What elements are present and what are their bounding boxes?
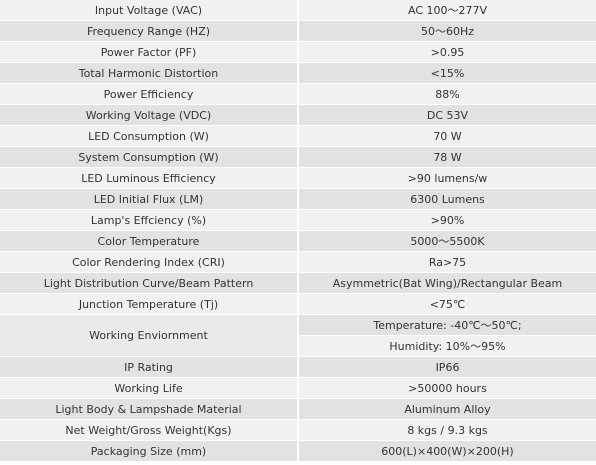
spec-label: LED Consumption (W) [0,126,299,147]
spec-row-light-distribution: Light Distribution Curve/Beam Pattern As… [0,273,596,294]
spec-row-color-temperature: Color Temperature 5000～5500K [0,231,596,252]
spec-row-color-rendering-index: Color Rendering Index (CRI) Ra>75 [0,252,596,273]
spec-row-led-consumption: LED Consumption (W) 70 W [0,126,596,147]
spec-label: Frequency Range (HZ) [0,21,299,42]
spec-label: Working Life [0,378,299,399]
spec-value: Ra>75 [299,252,596,273]
spec-label: Color Temperature [0,231,299,252]
spec-value: 70 W [299,126,596,147]
spec-value-temperature: Temperature: -40℃～50℃; [299,315,596,336]
spec-label: Power Factor (PF) [0,42,299,63]
spec-label: Color Rendering Index (CRI) [0,252,299,273]
spec-label: Power Efficiency [0,84,299,105]
spec-value: 6300 Lumens [299,189,596,210]
spec-value: 5000～5500K [299,231,596,252]
spec-value: Aluminum Alloy [299,399,596,420]
spec-value: <75℃ [299,294,596,315]
spec-label: IP Rating [0,357,299,378]
spec-label: Input Voltage (VAC) [0,0,299,21]
spec-row-frequency-range: Frequency Range (HZ) 50～60Hz [0,21,596,42]
spec-row-junction-temperature: Junction Temperature (Tj) <75℃ [0,294,596,315]
spec-row-working-voltage: Working Voltage (VDC) DC 53V [0,105,596,126]
spec-value: DC 53V [299,105,596,126]
spec-label: Total Harmonic Distortion [0,63,299,84]
spec-value: AC 100～277V [299,0,596,21]
spec-label: Light Distribution Curve/Beam Pattern [0,273,299,294]
spec-row-ip-rating: IP Rating IP66 [0,357,596,378]
spec-value: >0.95 [299,42,596,63]
spec-row-material: Light Body & Lampshade Material Aluminum… [0,399,596,420]
spec-value: 78 W [299,147,596,168]
spec-row-system-consumption: System Consumption (W) 78 W [0,147,596,168]
spec-value: Asymmetric(Bat Wing)/Rectangular Beam [299,273,596,294]
spec-row-packaging-size: Packaging Size (mm) 600(L)×400(W)×200(H) [0,441,596,462]
spec-row-power-efficiency: Power Efficiency 88% [0,84,596,105]
spec-value: <15% [299,63,596,84]
spec-row-led-luminous-efficiency: LED Luminous Efficiency >90 lumens/w [0,168,596,189]
spec-value: 8 kgs / 9.3 kgs [299,420,596,441]
spec-row-working-life: Working Life >50000 hours [0,378,596,399]
spec-label: Lamp's Effciency (%) [0,210,299,231]
spec-value-humidity: Humidity: 10%～95% [299,336,596,357]
spec-row-power-factor: Power Factor (PF) >0.95 [0,42,596,63]
spec-label: Working Voltage (VDC) [0,105,299,126]
spec-label: Junction Temperature (Tj) [0,294,299,315]
spec-value: IP66 [299,357,596,378]
spec-value: >90 lumens/w [299,168,596,189]
spec-label: LED Initial Flux (LM) [0,189,299,210]
spec-value: 600(L)×400(W)×200(H) [299,441,596,462]
spec-label: Light Body & Lampshade Material [0,399,299,420]
spec-label: LED Luminous Efficiency [0,168,299,189]
spec-label: Working Enviornment [0,315,299,357]
spec-value: >50000 hours [299,378,596,399]
spec-value: >90% [299,210,596,231]
spec-row-working-environment-humidity: Humidity: 10%～95% [0,336,596,357]
spec-row-total-harmonic-distortion: Total Harmonic Distortion <15% [0,63,596,84]
spec-row-working-environment: Working Enviornment Temperature: -40℃～50… [0,315,596,357]
spec-value: 50～60Hz [299,21,596,42]
spec-label: System Consumption (W) [0,147,299,168]
spec-row-input-voltage: Input Voltage (VAC) AC 100～277V [0,0,596,21]
spec-label: Net Weight/Gross Weight(Kgs) [0,420,299,441]
spec-row-led-initial-flux: LED Initial Flux (LM) 6300 Lumens [0,189,596,210]
spec-row-weight: Net Weight/Gross Weight(Kgs) 8 kgs / 9.3… [0,420,596,441]
spec-label: Packaging Size (mm) [0,441,299,462]
spec-row-lamp-efficiency: Lamp's Effciency (%) >90% [0,210,596,231]
spec-value: 88% [299,84,596,105]
